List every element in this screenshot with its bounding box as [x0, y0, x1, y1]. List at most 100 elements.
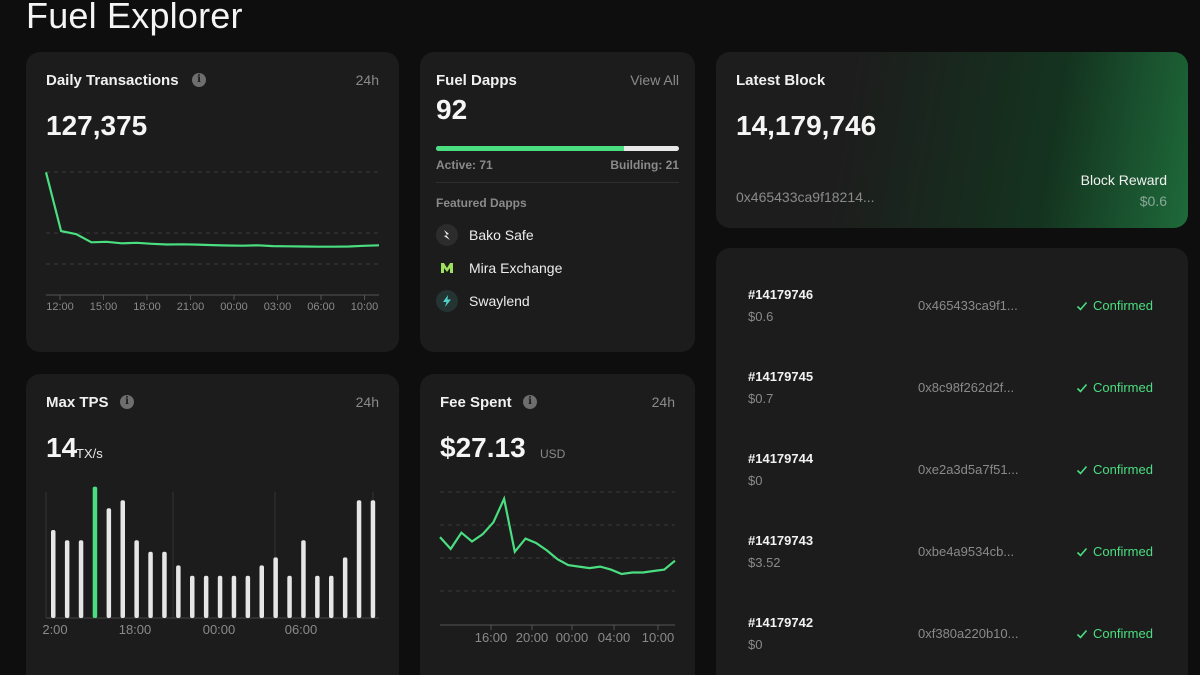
dapps-active-label: Active: 71: [436, 158, 493, 172]
dapps-progress-bar: [436, 146, 679, 151]
block-reward: $0.7: [748, 391, 774, 406]
x-tick-label: 10:00: [351, 301, 379, 313]
block-status: Confirmed: [1076, 462, 1153, 477]
tps-bar: [203, 575, 209, 618]
block-hash[interactable]: 0xe2a3d5a7f51...: [918, 462, 1019, 477]
blocks-list-card: #14179746 $0.6 0x465433ca9f1... Confirme…: [716, 248, 1188, 675]
mira-m-logo-icon: [436, 257, 458, 279]
fee-spent-currency: USD: [540, 447, 566, 461]
info-icon[interactable]: i: [523, 395, 537, 409]
tps-bar: [245, 575, 251, 618]
tps-bar: [134, 540, 139, 618]
block-row[interactable]: #14179744 $0 0xe2a3d5a7f51... Confirmed: [716, 451, 1188, 511]
block-status: Confirmed: [1076, 380, 1153, 395]
x-tick-label: 16:00: [475, 630, 508, 645]
max-tps-title: Max TPS: [46, 394, 109, 411]
info-icon[interactable]: i: [120, 395, 134, 409]
x-tick-label: 06:00: [307, 301, 335, 313]
latest-block-height: 14,179,746: [736, 110, 877, 141]
x-tick-label: 10:00: [642, 630, 675, 645]
check-icon: [1076, 301, 1088, 311]
tps-bar: [51, 530, 56, 618]
block-number: #14179742: [748, 615, 814, 630]
tps-bar: [64, 540, 70, 618]
dapp-item-bako-safe[interactable]: Bako Safe: [436, 224, 534, 246]
bako-safe-logo-icon: [436, 224, 458, 246]
x-tick-label: 12:00: [46, 301, 74, 313]
tps-bar: [106, 508, 112, 618]
x-tick-label: 21:00: [177, 301, 205, 313]
block-hash[interactable]: 0xf380a220b10...: [918, 626, 1019, 641]
block-number: #14179745: [748, 369, 814, 384]
status-label: Confirmed: [1093, 626, 1153, 641]
period-label: 24h: [355, 72, 379, 88]
block-reward: $3.52: [748, 555, 781, 570]
block-row[interactable]: #14179745 $0.7 0x8c98f262d2f... Confirme…: [716, 369, 1188, 429]
fee-spent-chart: 16:00 20:00 00:00 04:00 10:00: [439, 491, 676, 645]
tps-bar: [217, 575, 223, 618]
tps-bar: [231, 575, 237, 618]
tps-bar: [370, 500, 376, 618]
status-label: Confirmed: [1093, 380, 1153, 395]
max-tps-card: Max TPS i 24h 14 TX/s 2:00 18:00 00:00 06:0…: [26, 374, 399, 675]
block-hash[interactable]: 0xbe4a9534cb...: [918, 544, 1015, 559]
block-row[interactable]: #14179746 $0.6 0x465433ca9f1... Confirme…: [716, 287, 1188, 347]
x-tick-label: 00:00: [203, 622, 236, 637]
dapp-item-swaylend[interactable]: Swaylend: [436, 290, 530, 312]
period-label: 24h: [651, 394, 675, 410]
dapps-count: 92: [436, 94, 468, 125]
tps-bar: [315, 575, 320, 618]
latest-block-hash[interactable]: 0x465433ca9f18214...: [736, 189, 875, 205]
info-icon[interactable]: i: [192, 73, 206, 87]
featured-dapps-title: Featured Dapps: [436, 196, 527, 210]
view-all-link[interactable]: View All: [630, 72, 679, 88]
tps-bar: [176, 565, 181, 618]
dapp-label: Swaylend: [469, 293, 530, 309]
check-icon: [1076, 383, 1088, 393]
status-label: Confirmed: [1093, 298, 1153, 313]
block-hash[interactable]: 0x8c98f262d2f...: [918, 380, 1015, 395]
block-number: #14179743: [748, 533, 814, 548]
fuel-dapps-title: Fuel Dapps: [436, 72, 517, 89]
check-icon: [1076, 465, 1088, 475]
dapp-item-mira-exchange[interactable]: Mira Exchange: [436, 257, 562, 279]
dapps-building-label: Building: 21: [610, 158, 679, 172]
x-tick-label: 03:00: [264, 301, 292, 313]
max-tps-unit: TX/s: [76, 446, 103, 461]
tps-bar: [301, 540, 306, 618]
block-reward: $0: [748, 473, 763, 488]
page-title: Fuel Explorer: [26, 0, 243, 36]
x-tick-label: 15:00: [90, 301, 118, 313]
tps-bar: [148, 551, 153, 618]
block-reward: $0.6: [748, 309, 774, 324]
block-status: Confirmed: [1076, 544, 1153, 559]
x-tick-label: 20:00: [516, 630, 549, 645]
fee-spent-value: $27.13: [440, 432, 526, 463]
latest-block-card[interactable]: Latest Block 14,179,746 0x465433ca9f1821…: [716, 52, 1188, 228]
latest-block-title: Latest Block: [736, 72, 826, 89]
fuel-dapps-card: Fuel Dapps View All 92 Active: 71 Buildi…: [420, 52, 695, 352]
x-tick-label: 18:00: [119, 622, 152, 637]
fee-spent-title: Fee Spent: [440, 394, 512, 411]
block-number: #14179744: [748, 451, 814, 466]
daily-transactions-chart: 12:00 15:00 18:00 21:00 00:00 03:00 06:00 10:00: [44, 171, 380, 313]
swaylend-bolt-logo-icon: [436, 290, 458, 312]
tps-bar: [92, 486, 98, 618]
dapps-progress-active-fill: [436, 146, 624, 151]
tps-bar: [356, 500, 362, 618]
dapp-label: Mira Exchange: [469, 260, 563, 276]
tps-bar: [342, 557, 348, 618]
series-line: [439, 495, 676, 576]
x-tick-label: 06:00: [285, 622, 318, 637]
block-row[interactable]: #14179743 $3.52 0xbe4a9534cb... Confirme…: [716, 533, 1188, 593]
check-icon: [1076, 547, 1088, 557]
daily-transactions-value: 127,375: [46, 110, 148, 141]
block-row[interactable]: #14179742 $0 0xf380a220b10... Confirmed: [716, 615, 1188, 675]
tps-bar: [273, 557, 278, 618]
block-hash[interactable]: 0x465433ca9f1...: [918, 298, 1018, 313]
x-tick-label: 00:00: [556, 630, 589, 645]
check-icon: [1076, 629, 1088, 639]
x-tick-label: 00:00: [220, 301, 248, 313]
max-tps-value: 14: [46, 432, 78, 463]
block-status: Confirmed: [1076, 626, 1153, 641]
